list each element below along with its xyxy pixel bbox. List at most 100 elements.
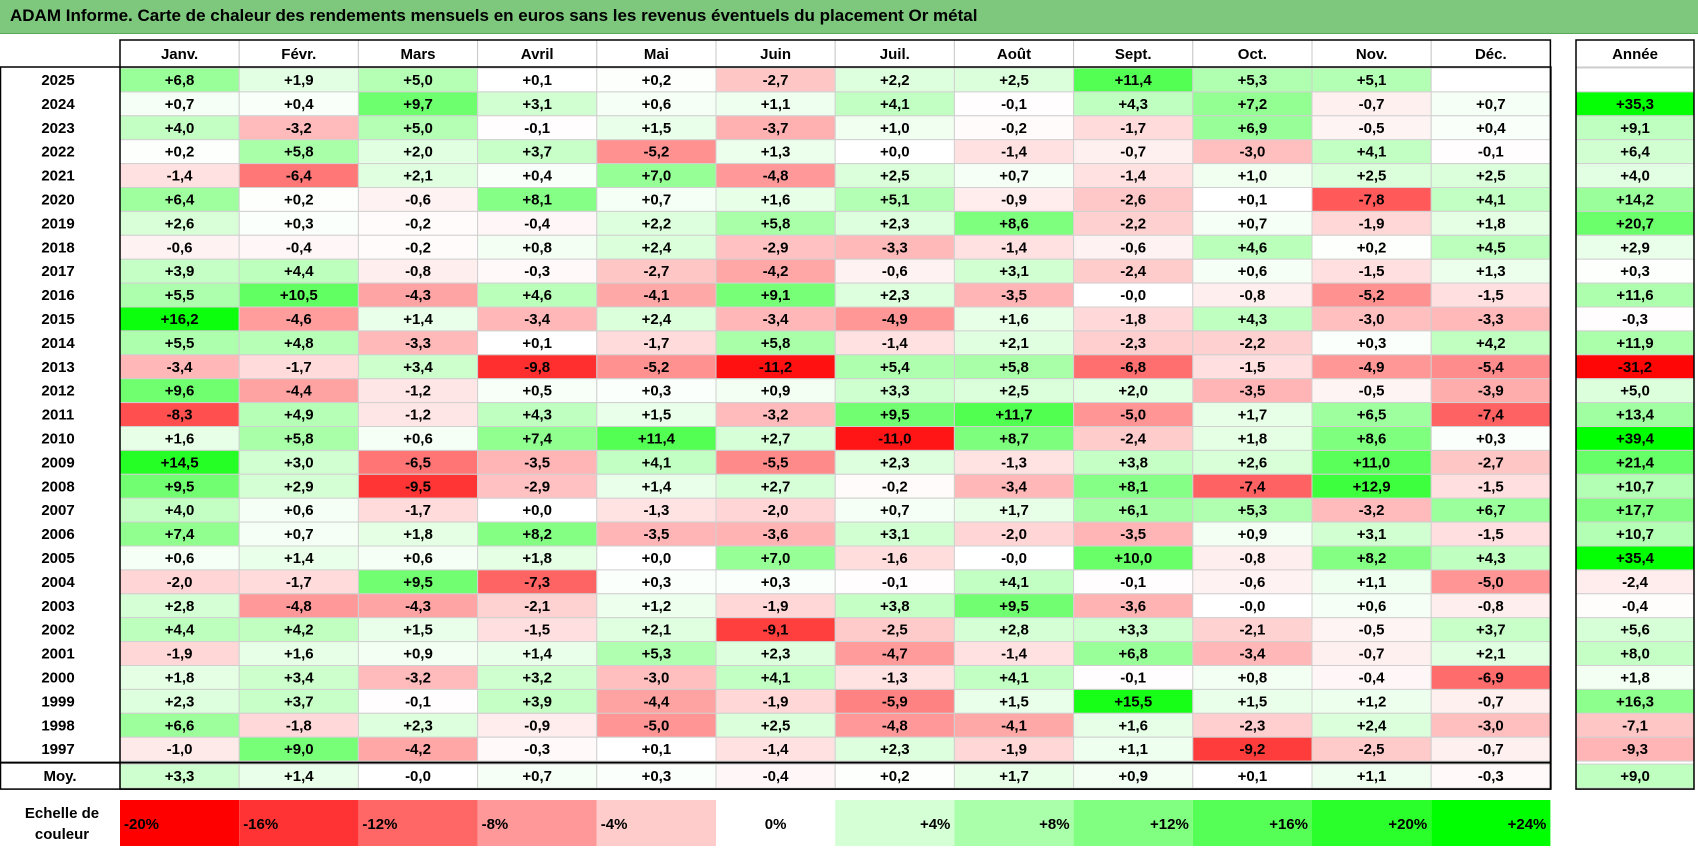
cell-value: +1,4 (284, 550, 314, 567)
cell-value: +0,3 (761, 574, 791, 591)
scale-swatch (835, 800, 955, 846)
cell-value: -8,3 (167, 407, 193, 424)
cell-value: +3,8 (1118, 454, 1148, 471)
cell-value: -2,5 (882, 622, 908, 639)
cell-value: +3,0 (284, 454, 314, 471)
cell-value: +5,5 (165, 335, 195, 352)
cell-value: +2,5 (1476, 168, 1506, 185)
cell-value: -2,7 (1478, 454, 1504, 471)
cell-value: +6,9 (1238, 120, 1268, 137)
cell-value: -2,2 (1120, 215, 1146, 232)
annual-value: +11,6 (1616, 287, 1653, 304)
average-cell (596, 763, 717, 789)
cell-value: +7,0 (761, 550, 791, 567)
cell-value: -0,7 (1359, 646, 1385, 663)
cell-value: -0,2 (405, 239, 431, 256)
cell-value: +3,1 (522, 96, 552, 113)
cell-value: -0,5 (1359, 383, 1385, 400)
cell-value: -0,4 (286, 239, 313, 256)
cell-value: +11,4 (638, 431, 676, 448)
cell-value: +0,7 (999, 168, 1029, 185)
average-value: +0,7 (522, 768, 552, 785)
cell-value: +8,2 (1357, 550, 1387, 567)
cell-value: -6,9 (1478, 670, 1504, 687)
cell-value: +0,6 (1357, 598, 1387, 615)
cell-value: -2,9 (763, 239, 789, 256)
cell-value: -3,5 (1001, 287, 1027, 304)
year-label: 2014 (41, 335, 75, 352)
cell-value: -5,2 (643, 359, 669, 376)
cell-value: -5,0 (643, 717, 669, 734)
cell-value: +6,8 (165, 72, 195, 89)
cell-value: -3,0 (1478, 717, 1504, 734)
cell-value: -0,3 (524, 741, 550, 758)
year-label: 2006 (41, 526, 74, 543)
cell-value: -1,4 (1120, 168, 1147, 185)
annual-value: +13,4 (1616, 407, 1655, 424)
cell-value: -1,7 (643, 335, 669, 352)
cell-value: -1,7 (1120, 120, 1146, 137)
cell-value: +3,9 (522, 693, 552, 710)
cell-value: -4,9 (882, 311, 908, 328)
cell-value: -9,8 (524, 359, 550, 376)
cell-value: +2,8 (999, 622, 1029, 639)
cell-value: -5,2 (1359, 287, 1385, 304)
year-label: 2007 (41, 502, 74, 519)
annual-value: +10,7 (1616, 478, 1654, 495)
annual-value: +9,1 (1620, 120, 1650, 137)
average-annual-value: +9,0 (1620, 768, 1650, 785)
month-header: Nov. (1356, 46, 1387, 63)
cell-value: +1,8 (403, 526, 433, 543)
cell-value: +0,0 (880, 144, 910, 161)
year-label: 2017 (41, 263, 74, 280)
cell-value: -5,4 (1478, 359, 1505, 376)
annual-value: +5,0 (1620, 383, 1650, 400)
cell-value: -0,1 (405, 693, 431, 710)
cell-value: +2,1 (999, 335, 1029, 352)
cell-value: +2,5 (999, 383, 1029, 400)
cell-value: -1,8 (286, 717, 312, 734)
cell-value: -1,6 (882, 550, 908, 567)
year-label: 2011 (42, 407, 75, 424)
cell-value: -4,4 (286, 383, 313, 400)
cell-value: -4,8 (286, 598, 312, 615)
cell-value: -3,2 (1359, 502, 1385, 519)
scale-swatch (596, 800, 716, 846)
annual-value: +17,7 (1616, 502, 1654, 519)
cell-value: +4,4 (284, 263, 314, 280)
cell-value: +6,4 (165, 192, 195, 209)
cell-value: -2,1 (1239, 622, 1265, 639)
cell-value: -0,1 (882, 574, 908, 591)
cell-value: +0,8 (522, 239, 552, 256)
annual-value: -31,2 (1618, 359, 1652, 376)
cell-value: +15,5 (1114, 693, 1152, 710)
month-header: Sept. (1115, 46, 1152, 63)
cell-value: +2,1 (1476, 646, 1506, 663)
cell-value: -1,4 (763, 741, 790, 758)
scale-value: -8% (482, 816, 509, 833)
cell-value: +5,8 (284, 144, 314, 161)
cell-value: +9,0 (284, 741, 314, 758)
cell-value: -1,2 (405, 407, 431, 424)
scale-swatch (1073, 800, 1193, 846)
cell-value: -3,5 (524, 454, 550, 471)
cell-value: +14,5 (161, 454, 199, 471)
cell-value: -3,9 (1478, 383, 1504, 400)
cell-value: +3,1 (999, 263, 1029, 280)
cell-value: +4,6 (1238, 239, 1268, 256)
cell-value: -0,7 (1359, 96, 1385, 113)
year-label: 2000 (41, 670, 74, 687)
cell-value: +6,7 (1476, 502, 1506, 519)
annual-value: +35,3 (1616, 96, 1654, 113)
cell-value: +5,1 (880, 192, 910, 209)
scale-swatch (1431, 800, 1551, 846)
average-value: +0,2 (880, 768, 910, 785)
cell-value: +9,5 (999, 598, 1029, 615)
cell-value: +5,3 (1238, 502, 1268, 519)
cell-value: +3,1 (1357, 526, 1387, 543)
cell-value: +2,4 (1357, 717, 1387, 734)
cell-value: -1,9 (1359, 215, 1385, 232)
cell-value: -4,6 (286, 311, 312, 328)
cell-value: -1,9 (763, 598, 789, 615)
average-cell (477, 763, 598, 789)
